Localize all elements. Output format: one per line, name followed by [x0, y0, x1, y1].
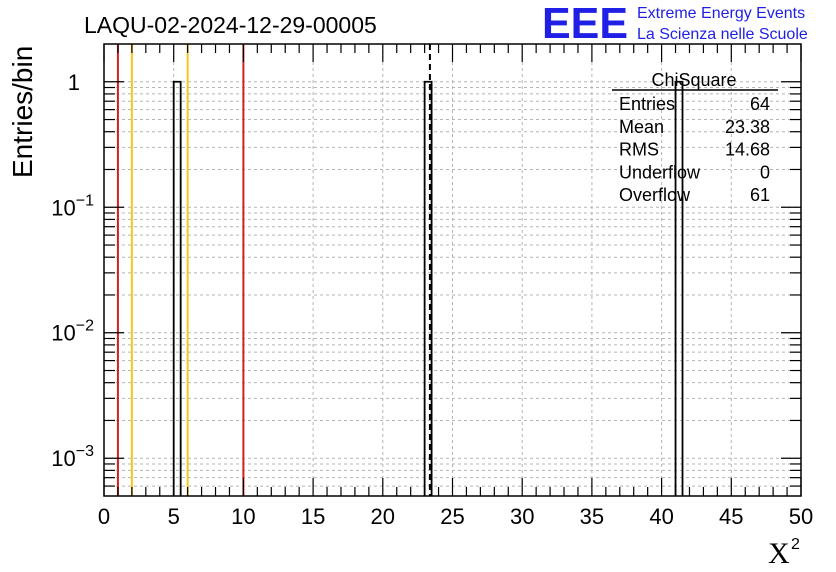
stats-label: RMS	[619, 140, 659, 160]
stats-value: 61	[750, 185, 770, 205]
x-tick-label: 15	[301, 504, 325, 529]
x-tick-label: 0	[98, 504, 110, 529]
stats-label: Entries	[619, 94, 675, 114]
histogram-bin	[172, 80, 182, 496]
x-tick-label: 25	[440, 504, 464, 529]
eee-branding: EEE Extreme Energy Events La Scienza nel…	[542, 0, 808, 48]
x-tick-label: 30	[510, 504, 534, 529]
x-tick-label: 10	[231, 504, 255, 529]
stats-box: ChiSquare Entries 64 Mean 23.38 RMS 14.68 Unde…	[612, 70, 778, 205]
stats-label: Underflow	[619, 162, 701, 182]
histogram-bin	[674, 80, 684, 496]
y-tick-label: 10−3	[51, 443, 94, 471]
histogram-bin	[423, 80, 433, 496]
y-tick-label: 10−2	[51, 318, 94, 346]
brand-line-2: La Scienza nelle Scuole	[637, 26, 808, 43]
histogram-bins	[172, 80, 684, 496]
x-tick-label: 20	[371, 504, 395, 529]
x-axis-title: X 2	[768, 536, 800, 570]
y-tick-label: 10−1	[51, 192, 94, 220]
x-axis-title-base: X	[768, 537, 790, 570]
reference-lines	[116, 44, 431, 496]
stats-title: ChiSquare	[651, 70, 736, 90]
grid-lines	[104, 44, 801, 496]
x-tick-label: 35	[580, 504, 604, 529]
chart-title: LAQU-02-2024-12-29-00005	[84, 12, 377, 38]
axis-ticks: 0 5 10 15 20 25 30 35 40 45 50 10−3 10−2 10−1 1	[51, 44, 813, 529]
stats-label: Overflow	[619, 185, 691, 205]
x-tick-label: 5	[168, 504, 180, 529]
stats-value: 0	[760, 162, 770, 182]
stats-rows: Entries 64 Mean 23.38 RMS 14.68 Underflow 0 Over…	[619, 94, 770, 205]
y-tick-label: 1	[68, 70, 80, 95]
y-axis-title: Entries/bin	[7, 46, 38, 178]
stats-value: 64	[750, 94, 770, 114]
x-axis-title-superscript: 2	[791, 536, 800, 553]
stats-value: 23.38	[725, 117, 770, 137]
brand-line-1: Extreme Energy Events	[637, 5, 805, 22]
x-tick-label: 40	[649, 504, 673, 529]
x-tick-label: 45	[719, 504, 743, 529]
stats-label: Mean	[619, 117, 664, 137]
eee-logo: EEE	[542, 0, 628, 48]
stats-value: 14.68	[725, 140, 770, 160]
x-tick-label: 50	[789, 504, 813, 529]
